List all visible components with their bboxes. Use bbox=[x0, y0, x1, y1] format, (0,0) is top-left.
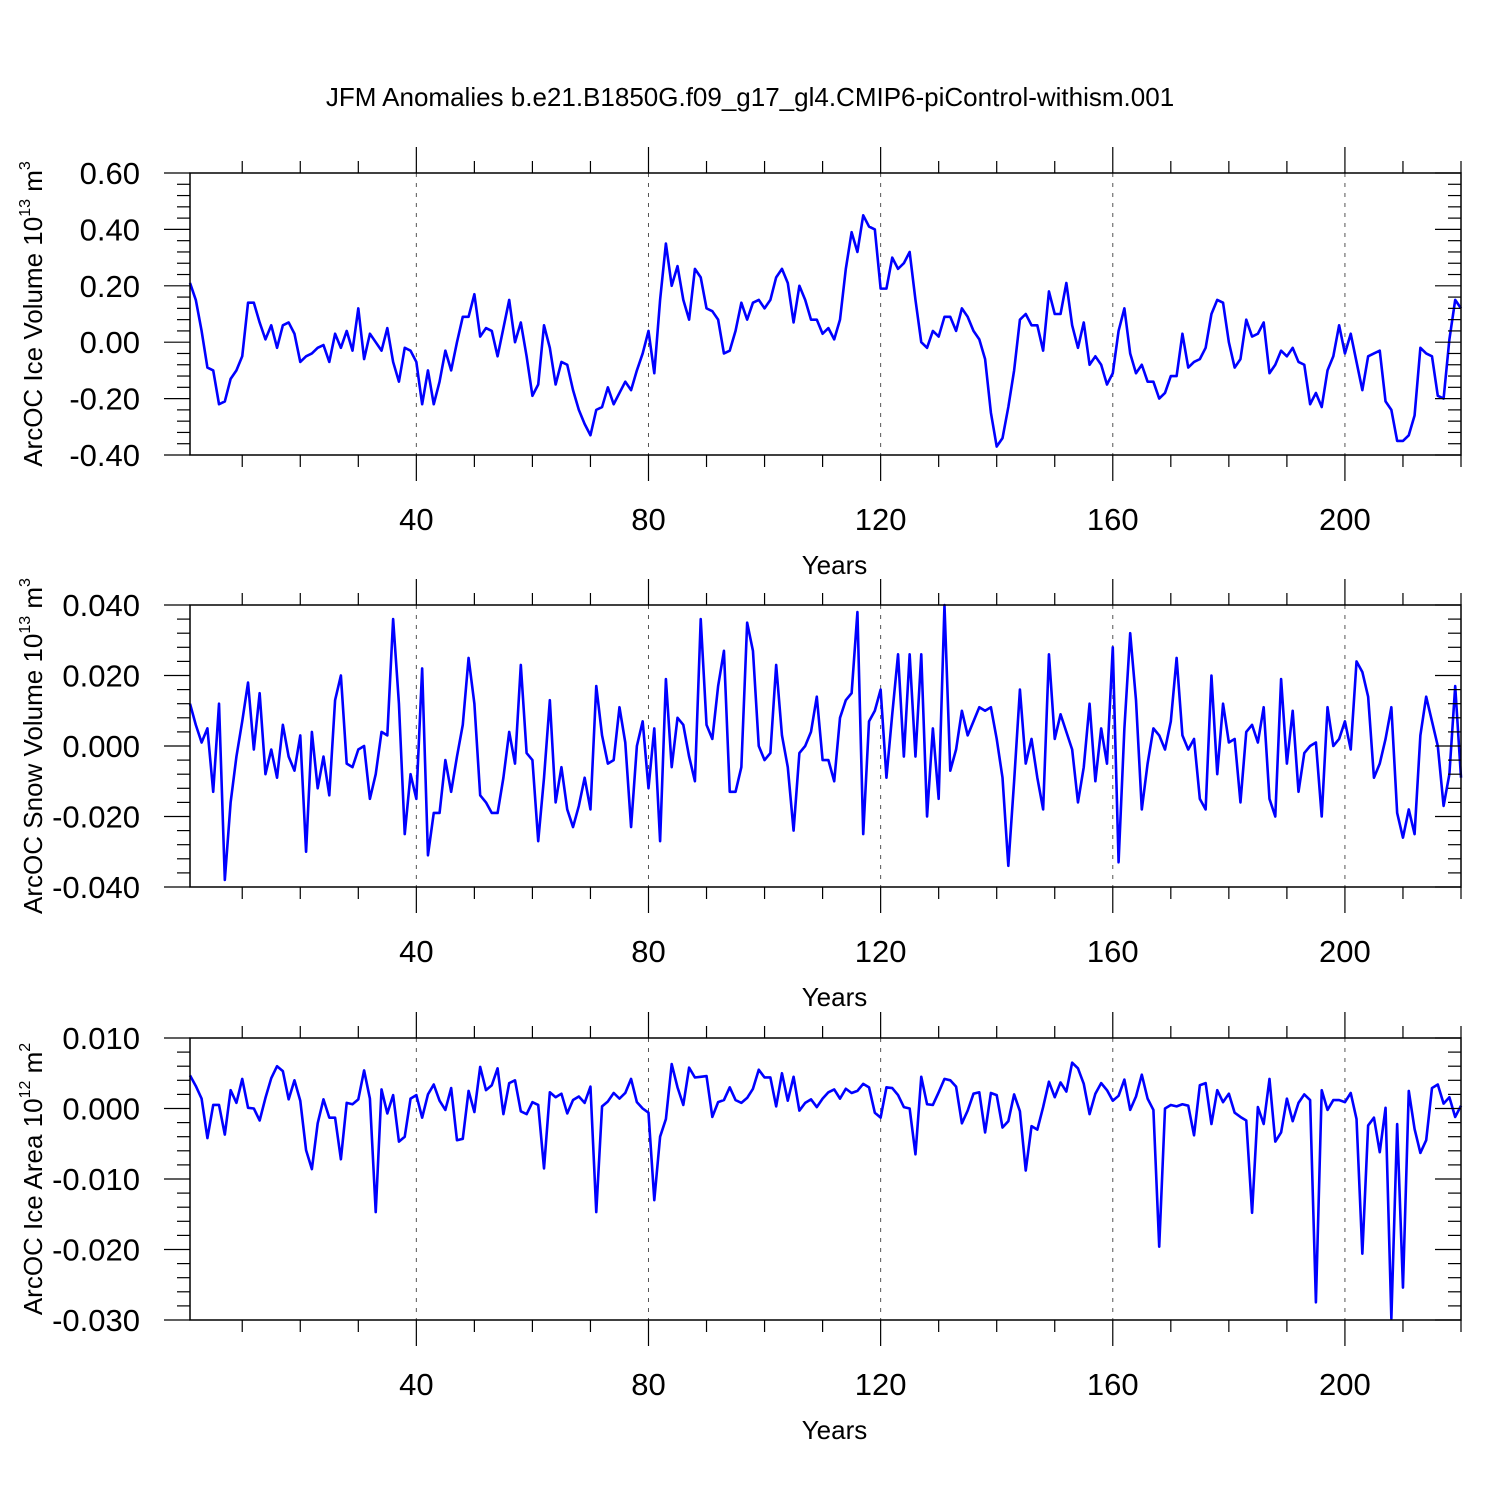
y-tick-label: 0.000 bbox=[62, 1092, 140, 1127]
x-tick-label: 200 bbox=[1319, 1367, 1371, 1402]
chart-panels: 40 80 120 160 200 -0.40 -0.20 0.00 0.20 0.40 0.60 Y… bbox=[17, 147, 1463, 1445]
x-tick-label: 160 bbox=[1087, 934, 1139, 969]
x-axis-label: Years bbox=[802, 1415, 868, 1445]
x-tick-label: 160 bbox=[1087, 502, 1139, 537]
x-axis-label: Years bbox=[802, 550, 868, 580]
x-tick-label: 120 bbox=[855, 502, 907, 537]
plot-frame bbox=[189, 172, 1462, 456]
x-tick-label: 40 bbox=[399, 502, 433, 537]
chart-panel-2: 40 80 120 160 200 -0.040 -0.020 0.000 0.020 0.040… bbox=[17, 578, 1463, 1012]
y-tick-label: 0.60 bbox=[80, 156, 140, 191]
y-tick-label: -0.20 bbox=[69, 382, 140, 417]
y-tick-label: -0.40 bbox=[69, 438, 140, 473]
x-tick-label: 80 bbox=[631, 502, 665, 537]
y-axis-label: ArcOC Snow Volume 1013 m3 bbox=[17, 578, 48, 914]
y-tick-label: 0.00 bbox=[80, 325, 140, 360]
x-tick-label: 80 bbox=[631, 1367, 665, 1402]
y-tick-label: 0.010 bbox=[62, 1021, 140, 1056]
x-tick-label: 160 bbox=[1087, 1367, 1139, 1402]
series-line bbox=[188, 1061, 1463, 1320]
y-tick-label: -0.010 bbox=[52, 1162, 140, 1197]
y-tick-label: 0.020 bbox=[62, 659, 140, 694]
y-tick-label: -0.020 bbox=[52, 800, 140, 835]
x-tick-label: 200 bbox=[1319, 934, 1371, 969]
x-tick-label: 120 bbox=[855, 1367, 907, 1402]
x-tick-label: 120 bbox=[855, 934, 907, 969]
chart-panel-1: 40 80 120 160 200 -0.40 -0.20 0.00 0.20 0.40 0.60 Y… bbox=[17, 147, 1463, 580]
x-tick-label: 40 bbox=[399, 934, 433, 969]
y-tick-label: 0.20 bbox=[80, 269, 140, 304]
y-axis-label: ArcOC Ice Volume 1013 m3 bbox=[17, 161, 48, 467]
x-axis-label: Years bbox=[802, 982, 868, 1012]
y-tick-label: -0.030 bbox=[52, 1303, 140, 1338]
x-tick-label: 40 bbox=[399, 1367, 433, 1402]
y-tick-label: 0.040 bbox=[62, 588, 140, 623]
y-tick-label: -0.020 bbox=[52, 1233, 140, 1268]
series-line bbox=[188, 214, 1463, 448]
chart-panel-3: 40 80 120 160 200 -0.030 -0.020 -0.010 0.000 0.01… bbox=[17, 1012, 1463, 1445]
y-axis-label: ArcOC Ice Area 1012 m2 bbox=[17, 1043, 48, 1315]
x-tick-label: 80 bbox=[631, 934, 665, 969]
series-line bbox=[188, 603, 1463, 882]
figure-title: JFM Anomalies b.e21.B1850G.f09_g17_gl4.C… bbox=[326, 82, 1174, 112]
y-tick-label: 0.40 bbox=[80, 212, 140, 247]
x-tick-label: 200 bbox=[1319, 502, 1371, 537]
y-tick-label: -0.040 bbox=[52, 870, 140, 905]
y-tick-label: 0.000 bbox=[62, 729, 140, 764]
